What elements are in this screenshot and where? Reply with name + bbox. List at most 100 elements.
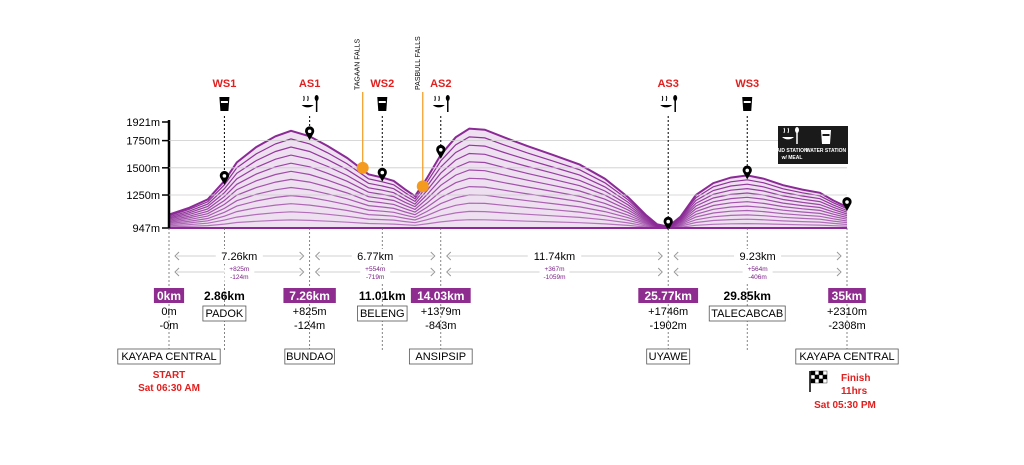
checkpoint-km: 7.26km [289,289,330,303]
segment-elev-bg [224,265,255,282]
water-station-name: TALECABCAB [711,308,783,320]
segment-gain: +367m [544,266,564,273]
checkpoint-km: 25.77km [645,289,692,303]
chevron-right-icon [299,251,305,261]
chevron-left-icon [174,251,180,261]
pin-body [377,167,387,182]
chevron-left-icon [314,267,320,277]
spoon-head [314,95,319,101]
pin-hole [666,219,671,224]
flag-square [814,370,820,376]
pin-hole [438,147,443,152]
flag-square [818,374,824,380]
segment-loss: -406m [748,274,766,281]
checkpoint-gain: +1379m [421,306,461,318]
chevron-right-icon [430,267,436,277]
aid-station-icon [432,95,450,112]
steam-lines [303,95,309,102]
chevron-left-icon [174,267,180,277]
checkpoint-km-highlight [283,288,336,303]
spoon-head [673,95,678,101]
pin-hole [222,174,227,178]
checkpoint-table: 0km 0m -0m KAYAPA CENTRAL 2.86km PADOK 7.26km +… [117,288,899,365]
segment-distance-bg [215,249,263,262]
landmark-dot [356,161,369,174]
location-pin-icon [219,171,230,185]
bowl-shape [660,105,673,108]
finish-duration: 11hrs [841,386,868,397]
water-station-name-box [708,305,786,322]
chevron-right-icon [657,267,663,277]
segment-distance-bg [351,249,399,262]
segment-distance-bg [527,249,582,262]
segment-elev-bg [742,265,773,282]
finish-flag-icon [809,370,828,392]
segment-distance: 6.77km [357,251,393,263]
checkpoint-gain: +825m [293,306,327,318]
steam-lines [783,127,789,134]
station-code-label: WS1 [212,78,236,90]
bowl-shape [301,105,314,108]
chevron-right-icon [299,267,305,277]
location-pin-icon [436,144,446,159]
steam-lines [661,95,668,102]
checkpoint-gain: 0m [161,306,176,318]
bowl-shape [432,105,445,108]
location-pin-icon [305,126,315,141]
segment-distance: 11.74km [534,251,575,263]
segment-gain: +825m [229,266,249,273]
y-tick-label: 1921m [126,117,160,129]
checkpoint-km: 29.85km [724,289,771,303]
pin-body [436,144,446,159]
aid-station-name: ANSIPSIP [415,351,466,363]
cup-shape [377,97,388,111]
flag-square [810,370,816,376]
checkpoint-km: 14.03km [417,289,464,303]
flag-square [822,370,828,376]
landmark-dot [416,180,429,193]
segment-elev-bg [360,265,391,282]
checkpoint-km: 0km [157,289,181,303]
aid-station-name: KAYAPA CENTRAL [799,351,894,363]
profile-contour-line [168,219,848,229]
pin-body [742,165,752,180]
checkpoint-gain: +1746m [648,306,688,318]
station-code-label: AS1 [299,78,320,90]
checkpoint-km: 11.01km [359,289,406,303]
pin-hole [845,200,849,204]
landmark-label: TAGAAN FALLS [355,38,362,90]
checkpoint-loss: -124m [294,320,325,332]
water-station-name-box [202,305,247,322]
water-station-name: PADOK [206,308,244,320]
y-tick-label: 1750m [126,136,160,148]
profile-contour-line [168,210,848,229]
chevron-right-icon [836,251,842,261]
pin-body [305,126,315,141]
aid-station-name-box [284,348,335,365]
profile-contour-line [168,144,848,228]
finish-time: Sat 05:30 PM [814,400,876,411]
flag-square [810,378,816,384]
flag-square [818,370,824,376]
location-pin-icon [377,167,387,182]
cup-water-line [220,101,228,103]
landmark-markers: TAGAAN FALLS PASBULL FALLS [355,36,429,193]
water-station-icon [377,97,388,111]
pin-body [663,216,673,231]
chevron-left-icon [673,267,679,277]
cup-water-line [822,134,830,136]
station-code-label: WS3 [735,78,759,90]
pin-body [842,197,852,211]
spoon-head [445,95,450,101]
segment-distance: 9.23km [740,251,776,263]
y-tick-label: 1500m [126,163,160,175]
chevron-left-icon [446,251,452,261]
cup-shape [821,130,831,144]
aid-station-name-box [117,348,221,365]
checkpoint-loss: -1902m [650,320,687,332]
flag-square [818,378,824,384]
landmark-label: PASBULL FALLS [415,36,422,90]
pin-hole [380,170,385,175]
